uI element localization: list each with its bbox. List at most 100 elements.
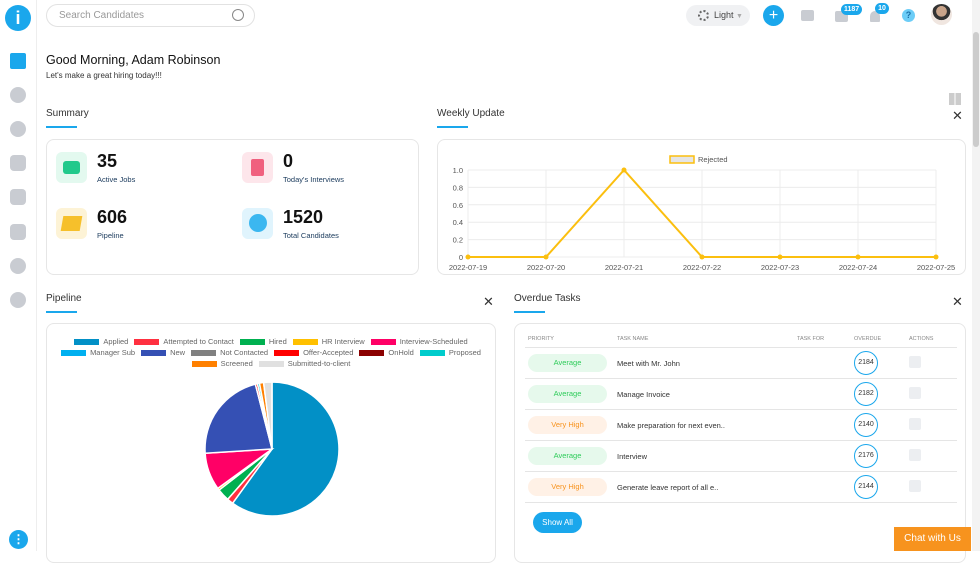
- legend-swatch: [359, 350, 385, 357]
- legend-swatch: [74, 339, 100, 346]
- show-all-button[interactable]: Show All: [533, 512, 582, 533]
- task-name[interactable]: Manage Invoice: [617, 378, 797, 410]
- data-point: [933, 254, 939, 260]
- weekly-underline: [437, 126, 468, 128]
- action-button[interactable]: [909, 356, 921, 368]
- pipeline-underline: [46, 311, 77, 313]
- more-menu-icon[interactable]: ⋮: [9, 530, 28, 549]
- legend-label: Submitted-to-client: [287, 359, 351, 368]
- weekly-card: 0 0.2 0.4 0.6 0.8 1.0 2022-07-19 2022-07-20 2022…: [437, 139, 966, 275]
- task-name[interactable]: Generate leave report of all e..: [617, 471, 797, 503]
- scrollbar[interactable]: [972, 0, 980, 551]
- chevron-down-icon: ▼: [736, 13, 743, 20]
- layers-icon: [56, 208, 87, 239]
- mail-icon[interactable]: [835, 11, 848, 22]
- legend-swatch: [274, 350, 300, 357]
- total-candidates-label: Total Candidates: [283, 231, 339, 240]
- data-point: [465, 254, 471, 260]
- grid-layout-icon[interactable]: [949, 93, 961, 105]
- legend-item[interactable]: New: [141, 348, 185, 357]
- reports-pie-icon[interactable]: [10, 258, 26, 274]
- sidebar: i ⋮: [0, 0, 37, 551]
- action-button[interactable]: [909, 449, 921, 461]
- tasks-close-icon[interactable]: ✕: [952, 294, 963, 309]
- chat-button[interactable]: Chat with Us: [894, 527, 971, 551]
- task-name[interactable]: Meet with Mr. John: [617, 347, 797, 379]
- col-task-for: TASK FOR: [797, 330, 854, 348]
- x-tick-label: 2022-07-19: [449, 263, 487, 272]
- data-point: [621, 167, 627, 173]
- legend-label: Attempted to Contact: [163, 337, 234, 346]
- action-button[interactable]: [909, 418, 921, 430]
- legend-swatch: [292, 339, 318, 346]
- legend-item[interactable]: Proposed: [419, 348, 481, 357]
- weekly-line-chart: 0 0.2 0.4 0.6 0.8 1.0 2022-07-19 2022-07-20 2022…: [449, 155, 955, 272]
- candidates-icon[interactable]: [10, 121, 26, 137]
- active-jobs-value: 35: [97, 151, 118, 171]
- rocket-icon[interactable]: [10, 224, 26, 240]
- x-tick-label: 2022-07-22: [683, 263, 721, 272]
- legend-item[interactable]: Submitted-to-client: [258, 359, 351, 368]
- settings-gear-icon[interactable]: [10, 292, 26, 308]
- data-point: [543, 254, 549, 260]
- task-name[interactable]: Make preparation for next even..: [617, 409, 797, 441]
- action-button[interactable]: [909, 480, 921, 492]
- pipeline-close-icon[interactable]: ✕: [483, 294, 494, 309]
- col-actions: ACTIONS: [909, 330, 957, 348]
- add-button[interactable]: +: [763, 5, 784, 26]
- legend-item[interactable]: Attempted to Contact: [134, 337, 234, 346]
- x-tick-label: 2022-07-23: [761, 263, 799, 272]
- legend-swatch: [61, 350, 87, 357]
- jobs-briefcase-icon[interactable]: [10, 155, 26, 171]
- task-for: [797, 471, 854, 503]
- legend-label: New: [170, 348, 186, 357]
- legend-label: Applied: [103, 337, 129, 346]
- overdue-days: 2184: [854, 351, 878, 375]
- mail-badge: 1187: [841, 4, 863, 15]
- bell-badge: 10: [875, 3, 889, 14]
- legend-label: Not Contacted: [220, 348, 269, 357]
- legend-item[interactable]: HR Interview: [292, 337, 365, 346]
- dashboard-icon[interactable]: [10, 53, 26, 69]
- user-icon: [242, 208, 273, 239]
- app-logo[interactable]: i: [5, 5, 31, 31]
- help-icon[interactable]: ?: [902, 9, 915, 22]
- legend-label: Screened: [220, 359, 253, 368]
- table-row: Average Interview 2176: [525, 440, 957, 472]
- users-icon[interactable]: [10, 189, 26, 205]
- search-input[interactable]: Search Candidates: [46, 4, 255, 27]
- task-for: [797, 347, 854, 379]
- action-button[interactable]: [909, 387, 921, 399]
- table-row: Average Meet with Mr. John 2184: [525, 347, 957, 379]
- legend-swatch: [419, 350, 445, 357]
- y-tick-label: 0.6: [453, 201, 463, 210]
- summary-title: Summary: [46, 108, 89, 119]
- calendar-icon[interactable]: [801, 10, 814, 21]
- legend-item[interactable]: Applied: [74, 337, 128, 346]
- legend-swatch: [191, 361, 217, 368]
- active-jobs-label: Active Jobs: [97, 175, 136, 184]
- legend-item[interactable]: Hired: [239, 337, 287, 346]
- theme-select[interactable]: Light ▼: [686, 5, 750, 26]
- legend-item[interactable]: Screened: [191, 359, 253, 368]
- priority-badge: Very High: [528, 416, 607, 434]
- data-point: [699, 254, 705, 260]
- weekly-close-icon[interactable]: ✕: [952, 108, 963, 123]
- overdue-days: 2140: [854, 413, 878, 437]
- task-name[interactable]: Interview: [617, 440, 797, 472]
- legend-swatch: [258, 361, 284, 368]
- legend-item[interactable]: Interview-Scheduled: [370, 337, 468, 346]
- sun-icon: [698, 10, 709, 21]
- pie-slice-submitted-to-client: [262, 381, 273, 450]
- legend-item[interactable]: OnHold: [359, 348, 414, 357]
- legend-item[interactable]: Manager Sub: [61, 348, 135, 357]
- legend-label: OnHold: [388, 348, 414, 357]
- avatar[interactable]: [931, 4, 952, 25]
- bell-icon[interactable]: [870, 11, 880, 22]
- legend-item[interactable]: Not Contacted: [191, 348, 268, 357]
- x-tick-label: 2022-07-24: [839, 263, 877, 272]
- legend-item[interactable]: Offer-Accepted: [274, 348, 353, 357]
- search-icon[interactable]: [10, 87, 26, 103]
- overdue-days: 2144: [854, 475, 878, 499]
- data-point: [855, 254, 861, 260]
